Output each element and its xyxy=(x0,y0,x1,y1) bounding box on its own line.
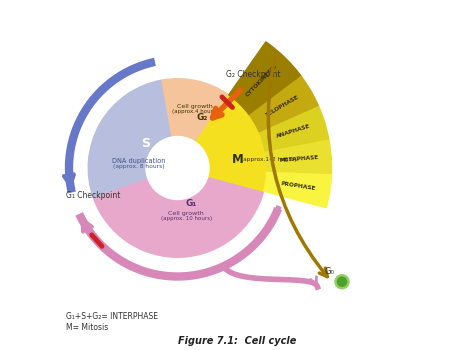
Text: G₁+S+G₂= INTERPHASE: G₁+S+G₂= INTERPHASE xyxy=(65,312,157,321)
Wedge shape xyxy=(196,95,267,191)
Text: Cell growth: Cell growth xyxy=(168,211,204,216)
Text: PROPHASE: PROPHASE xyxy=(280,181,316,191)
Text: (approx.4 hours): (approx.4 hours) xyxy=(172,109,218,114)
Text: M: M xyxy=(232,153,244,166)
Text: G₁: G₁ xyxy=(186,198,197,208)
Text: (approx.1–2 hours): (approx.1–2 hours) xyxy=(239,157,296,162)
Text: (approx. 8 hours): (approx. 8 hours) xyxy=(113,164,165,169)
Text: Cell growth: Cell growth xyxy=(177,104,213,109)
Circle shape xyxy=(337,277,346,286)
Text: G₀: G₀ xyxy=(325,267,335,276)
Text: METAPHASE: METAPHASE xyxy=(279,154,319,162)
Wedge shape xyxy=(259,105,328,151)
Text: Figure 7.1:  Cell cycle: Figure 7.1: Cell cycle xyxy=(178,336,296,346)
Wedge shape xyxy=(249,75,318,132)
Text: M= Mitosis: M= Mitosis xyxy=(65,323,108,332)
Wedge shape xyxy=(88,80,172,198)
Text: CYTOKINESIS: CYTOKINESIS xyxy=(245,63,279,98)
Circle shape xyxy=(146,136,209,199)
Text: G₂: G₂ xyxy=(196,113,208,122)
Wedge shape xyxy=(264,171,331,208)
Wedge shape xyxy=(265,139,331,173)
Wedge shape xyxy=(228,42,301,114)
Text: DNA duplication: DNA duplication xyxy=(112,158,166,164)
Text: G₂ Checkpoint: G₂ Checkpoint xyxy=(226,70,280,79)
Text: TELOPHASE: TELOPHASE xyxy=(264,94,300,118)
Text: G₁ Checkpoint: G₁ Checkpoint xyxy=(66,191,120,201)
Circle shape xyxy=(335,275,349,289)
Text: S: S xyxy=(142,137,151,150)
Text: ANAPHASE: ANAPHASE xyxy=(276,124,311,139)
Wedge shape xyxy=(94,176,264,257)
Text: (approx. 10 hours): (approx. 10 hours) xyxy=(161,216,212,221)
Wedge shape xyxy=(162,79,228,142)
